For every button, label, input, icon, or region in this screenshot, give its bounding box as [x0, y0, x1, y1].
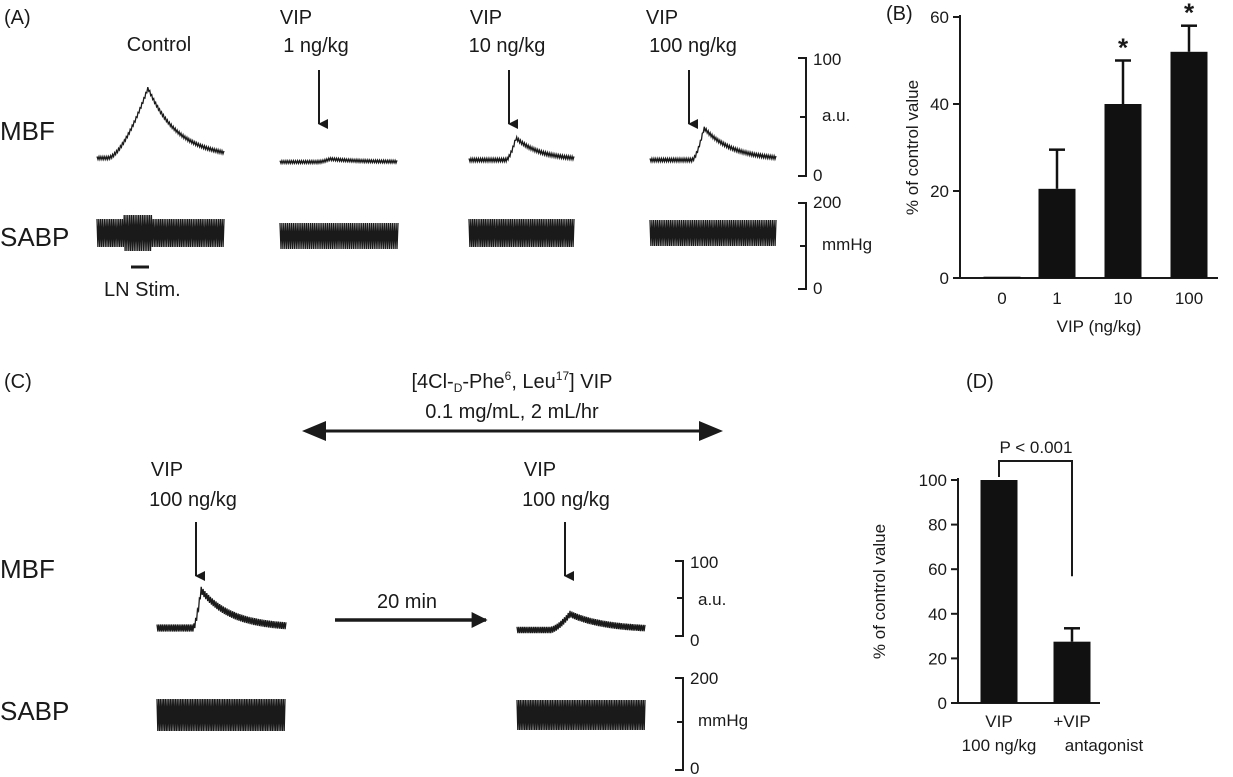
panel-c-label: (C)	[4, 371, 32, 393]
sabp-trace	[649, 219, 777, 247]
y-tick-label: 60	[928, 560, 947, 579]
y-tick-label: 80	[928, 516, 947, 535]
bar	[1104, 104, 1142, 278]
y-tick-label: 40	[928, 605, 947, 624]
sabp-scale-bottom: 0	[690, 759, 699, 777]
infusion-double-arrow	[302, 421, 723, 441]
sabp-scale-top: 200	[690, 669, 718, 688]
mbf-scale-bar	[798, 57, 807, 177]
sabp-trace	[468, 218, 575, 248]
x-axis-label: VIP (ng/kg)	[1057, 317, 1142, 336]
column-label-vip-1-name: VIP	[280, 7, 312, 29]
bar	[980, 480, 1018, 703]
bar	[1170, 51, 1208, 278]
mbf-scale-unit: a.u.	[698, 590, 726, 609]
bar	[1038, 188, 1076, 278]
mbf-scale-bottom: 0	[813, 166, 822, 185]
sabp-trace	[279, 222, 399, 250]
x-tick-label: 0	[997, 289, 1006, 308]
mbf-row-label: MBF	[0, 554, 55, 584]
antagonist-dose: 0.1 mg/mL, 2 mL/hr	[425, 401, 599, 423]
significance-mark: *	[1118, 33, 1129, 63]
x-tick-label: 10	[1114, 289, 1133, 308]
sabp-scale-bottom: 0	[813, 279, 822, 298]
y-tick-label: 40	[930, 95, 949, 114]
sabp-traces	[156, 698, 646, 732]
significance-mark: *	[1184, 0, 1195, 28]
column-label-vip-10-dose: 10 ng/kg	[469, 35, 546, 57]
bar	[983, 276, 1021, 279]
right-stim-dose: 100 ng/kg	[522, 489, 610, 511]
mbf-scale-top: 100	[690, 553, 718, 572]
y-tick-label: 20	[928, 649, 947, 668]
y-tick-label: 20	[930, 182, 949, 201]
x-tick-label: antagonist	[1065, 736, 1144, 755]
sabp-trace	[516, 699, 646, 731]
mbf-trace	[468, 134, 575, 164]
y-tick-label: 60	[930, 8, 949, 27]
column-label-vip-10-name: VIP	[470, 7, 502, 29]
x-tick-label: 100	[1175, 289, 1203, 308]
x-tick-label: +VIP	[1053, 712, 1090, 731]
panel-c: (C) [4Cl-D-Phe6, Leu17] VIP 0.1 mg/mL, 2…	[0, 369, 748, 777]
panel-a: (A) Control VIP 1 ng/kg VIP 10 ng/kg VIP…	[0, 7, 872, 301]
column-label-vip-100-name: VIP	[646, 7, 678, 29]
panel-a-label: (A)	[4, 7, 31, 29]
y-axis-label: % of control value	[870, 524, 889, 659]
mbf-scale-bar	[675, 560, 684, 637]
y-tick-label: 0	[938, 694, 947, 713]
mbf-row-label: MBF	[0, 116, 55, 146]
sabp-traces	[96, 214, 777, 252]
sabp-trace	[156, 698, 286, 732]
sabp-scale-unit: mmHg	[698, 711, 748, 730]
column-label-vip-1-dose: 1 ng/kg	[283, 35, 349, 57]
sabp-row-label: SABP	[0, 696, 69, 726]
sabp-trace	[96, 214, 225, 252]
panel-b-chart: (B) 0 20 40 60 % of control value 0 1 * 10 * 100 VI…	[886, 0, 1218, 336]
mbf-scale-top: 100	[813, 50, 841, 69]
bar	[1053, 641, 1091, 703]
sabp-scale-bar	[675, 677, 684, 771]
y-tick-label: 100	[919, 471, 947, 490]
mbf-scale-bottom: 0	[690, 631, 699, 650]
interval-label: 20 min	[377, 591, 437, 613]
x-tick-label: 1	[1052, 289, 1061, 308]
right-stim-name: VIP	[524, 459, 556, 481]
sabp-scale-bar	[798, 202, 807, 290]
sabp-scale-unit: mmHg	[822, 235, 872, 254]
x-tick-label: 100 ng/kg	[962, 736, 1037, 755]
panel-b-label: (B)	[886, 3, 913, 25]
mbf-trace	[516, 610, 646, 634]
panel-d-chart: (D) 0 20 40 60 80 100 % of control value VIP 100…	[870, 371, 1144, 755]
p-value-label: P < 0.001	[1000, 438, 1073, 457]
x-tick-label: VIP	[985, 712, 1012, 731]
mbf-trace	[649, 126, 777, 164]
column-label-control: Control	[127, 34, 191, 56]
panel-d-label: (D)	[966, 371, 994, 393]
column-label-vip-100-dose: 100 ng/kg	[649, 35, 737, 57]
sabp-scale-top: 200	[813, 193, 841, 212]
stimulation-label: LN Stim.	[104, 279, 181, 301]
y-tick-label: 0	[940, 269, 949, 288]
left-stim-name: VIP	[151, 459, 183, 481]
y-axis-label: % of control value	[903, 80, 922, 215]
antagonist-name: [4Cl-D-Phe6, Leu17] VIP	[411, 369, 612, 395]
sabp-row-label: SABP	[0, 222, 69, 252]
comparison-bracket	[998, 460, 1073, 577]
mbf-trace	[279, 155, 398, 166]
mbf-trace	[156, 586, 287, 632]
mbf-scale-unit: a.u.	[822, 106, 850, 125]
mbf-traces	[156, 586, 646, 634]
mbf-traces	[96, 86, 777, 166]
mbf-trace	[96, 86, 225, 162]
left-stim-dose: 100 ng/kg	[149, 489, 237, 511]
